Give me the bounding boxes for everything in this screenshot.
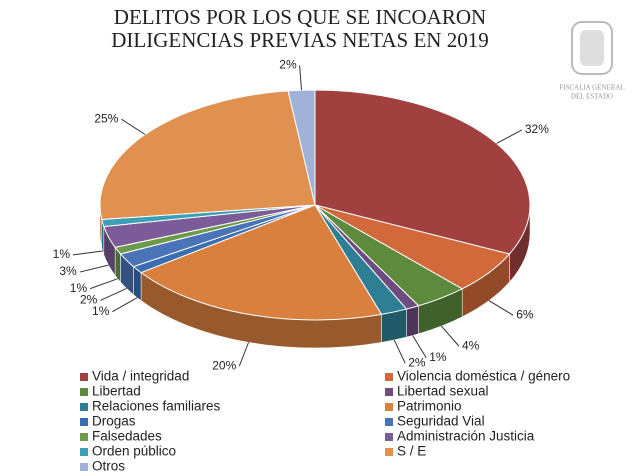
data-label: 2% (80, 293, 98, 307)
legend-swatch (80, 418, 88, 426)
data-label: 4% (462, 338, 480, 352)
logo-text: FISCALIA GENERAL (559, 84, 625, 92)
legend-label: Libertad sexual (397, 384, 489, 399)
legend-swatch (80, 388, 88, 396)
legend-swatch (385, 418, 393, 426)
data-label: 2% (408, 355, 426, 369)
data-label: 25% (94, 111, 118, 125)
legend-label: S / E (397, 444, 426, 459)
legend-label: Orden público (92, 444, 176, 459)
legend-swatch (385, 448, 393, 456)
slice (99, 90, 316, 220)
data-label: 1% (53, 247, 71, 261)
data-label: 3% (59, 264, 77, 278)
legend-swatch (385, 433, 393, 441)
logo: FISCALIA GENERAL DEL ESTADO (559, 21, 625, 101)
leader-line (488, 300, 514, 316)
leader-line (100, 287, 127, 301)
leader-line (299, 65, 302, 91)
chart-title: DELITOS POR LOS QUE SE INCOARON (114, 5, 486, 29)
leader-line (393, 339, 406, 364)
leader-line (72, 250, 103, 256)
leader-line (89, 278, 118, 290)
legend-swatch (80, 373, 88, 381)
leader-line (412, 335, 427, 359)
legend-swatch (385, 373, 393, 381)
legend-label: Vida / integridad (92, 369, 189, 384)
legend-label: Seguridad Vial (397, 414, 485, 429)
legend-label: Relaciones familiares (92, 399, 221, 414)
slice (140, 204, 383, 321)
legend-label: Violencia doméstica / género (397, 369, 570, 384)
legend-swatch (80, 463, 88, 471)
leader-line (238, 342, 250, 367)
legend-swatch (80, 448, 88, 456)
logo-text: DEL ESTADO (571, 93, 613, 101)
legend-label: Administración Justicia (397, 429, 535, 444)
data-label: 2% (279, 57, 297, 71)
data-label: 32% (525, 122, 549, 136)
data-label: 1% (92, 304, 110, 318)
data-label: 1% (70, 281, 88, 295)
legend-label: Drogas (92, 414, 136, 429)
legend-label: Otros (92, 459, 125, 473)
legend-swatch (385, 403, 393, 411)
legend-swatch (80, 403, 88, 411)
leader-line (496, 129, 523, 144)
leader-line (440, 325, 460, 347)
leader-line (112, 297, 138, 313)
chart-title: DILIGENCIAS PREVIAS NETAS EN 2019 (111, 28, 488, 52)
data-label: 20% (212, 358, 236, 372)
legend-swatch (385, 388, 393, 396)
legend-label: Falsedades (92, 429, 162, 444)
leader-line (121, 118, 146, 135)
legend-label: Patrimonio (397, 399, 462, 414)
slice-side (406, 305, 419, 338)
data-label: 1% (429, 350, 447, 364)
legend-swatch (80, 433, 88, 441)
leader-line (79, 264, 109, 273)
data-label: 6% (516, 307, 534, 321)
legend-label: Libertad (92, 384, 141, 399)
